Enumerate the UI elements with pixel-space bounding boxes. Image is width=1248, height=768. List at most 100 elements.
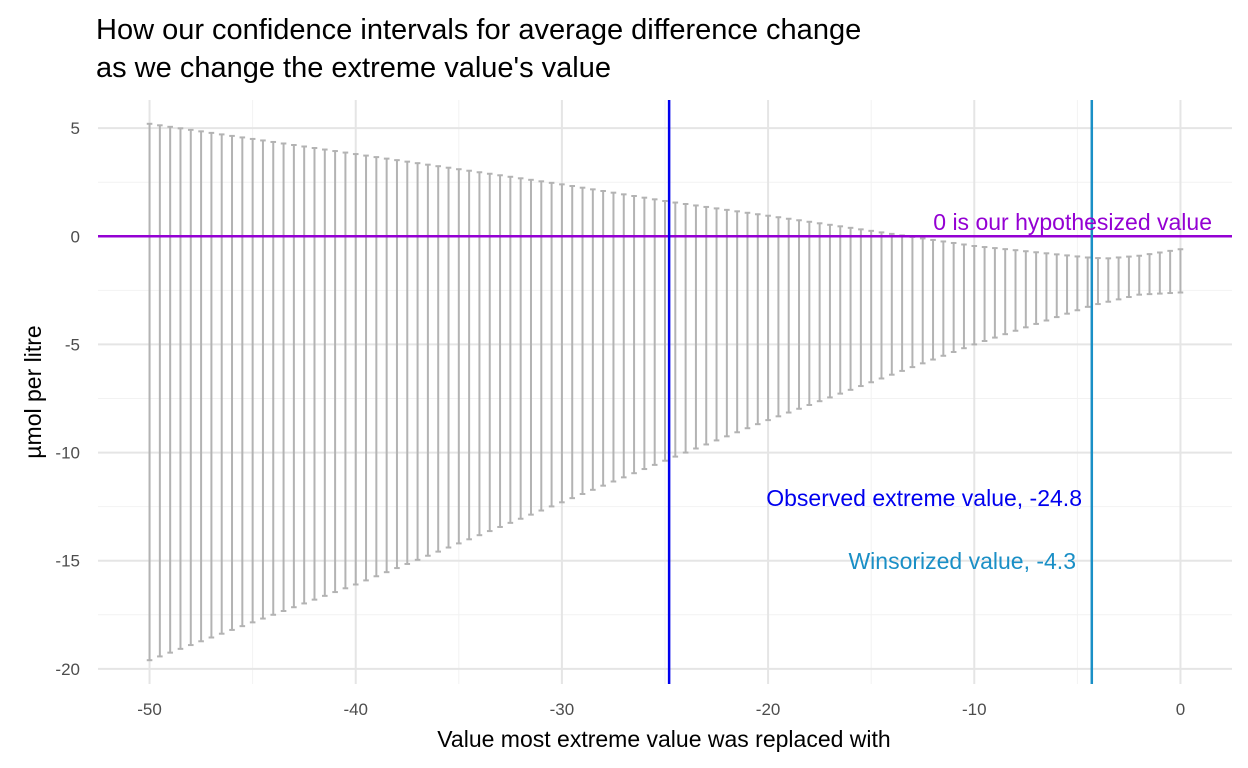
error-bar: [466, 169, 472, 541]
error-bar: [651, 198, 658, 466]
error-bar: [517, 177, 524, 520]
error-bar: [373, 156, 380, 578]
error-bar: [713, 207, 720, 442]
error-bar: [425, 163, 431, 557]
y-tick-label: 0: [71, 227, 80, 246]
x-tick-label: -30: [550, 700, 575, 719]
error-bar: [600, 190, 606, 487]
error-bar: [837, 225, 844, 395]
y-tick-label: 5: [71, 119, 80, 138]
chart-title-line-2: as we change the extreme value's value: [96, 52, 611, 84]
error-bar: [899, 234, 905, 372]
error-bar: [744, 211, 751, 430]
error-bar: [187, 128, 194, 647]
error-bar: [992, 247, 998, 339]
error-bar: [456, 168, 462, 545]
error-bar: [1126, 255, 1132, 299]
x-tick-label: 0: [1176, 700, 1185, 719]
error-bar: [703, 205, 710, 446]
error-bar: [507, 175, 514, 524]
error-bar: [950, 241, 957, 353]
error-bar: [1033, 251, 1039, 325]
x-tick-labels: -50 -40 -30 -20 -10 0: [137, 700, 1185, 719]
error-bar: [1146, 253, 1153, 296]
error-bar: [682, 203, 689, 454]
error-bar: [249, 137, 256, 624]
error-bar: [816, 222, 823, 403]
error-bar: [394, 159, 400, 570]
error-bar: [1115, 256, 1122, 301]
y-tick-label: -15: [55, 552, 80, 571]
error-bar: [796, 219, 802, 410]
error-bar: [229, 134, 235, 631]
error-bar: [301, 145, 307, 605]
error-bar: [435, 165, 441, 553]
error-bar: [1074, 255, 1081, 312]
error-bar: [919, 237, 926, 365]
winsorized-value-label: Winsorized value, -4.3: [848, 548, 1076, 574]
error-bar: [847, 226, 854, 391]
x-tick-label: -10: [962, 700, 987, 719]
error-bar: [1043, 252, 1050, 322]
error-bar: [754, 213, 761, 426]
error-bar: [930, 238, 936, 361]
error-bar: [342, 151, 349, 590]
error-bar: [734, 210, 740, 434]
error-bar: [765, 214, 771, 422]
error-bar: [363, 154, 369, 582]
error-bar: [352, 153, 359, 586]
observed-extreme-value-label: Observed extreme value, -24.8: [766, 485, 1082, 511]
error-bar: [291, 143, 297, 609]
x-tick-label: -40: [343, 700, 368, 719]
error-bar: [218, 133, 225, 635]
error-bar: [940, 240, 947, 357]
error-bar: [827, 223, 833, 399]
error-bar: [693, 204, 699, 450]
error-bar: [1167, 249, 1173, 295]
error-bar: [1157, 251, 1163, 295]
error-bar: [1095, 257, 1101, 306]
error-bar: [620, 193, 627, 479]
error-bar: [1053, 253, 1060, 319]
error-bar: [311, 147, 318, 601]
error-bar: [476, 171, 483, 537]
error-bar: [610, 191, 617, 483]
error-bar: [858, 228, 864, 388]
y-tick-label: -5: [65, 335, 80, 354]
error-bar: [445, 166, 452, 549]
error-bar: [662, 199, 668, 462]
error-bar: [167, 125, 173, 654]
y-tick-label: -20: [55, 660, 80, 679]
y-tick-label: -10: [55, 444, 80, 463]
error-bar: [590, 188, 596, 491]
error-bar: [1136, 254, 1143, 296]
error-bar: [971, 245, 978, 346]
error-bar: [497, 174, 503, 528]
error-bar: [775, 216, 782, 418]
error-bar: [528, 178, 534, 516]
reference-lines: [98, 100, 1232, 684]
error-bar: [961, 243, 967, 350]
error-bar: [404, 160, 411, 565]
hypothesized-value-label: 0 is our hypothesized value: [933, 209, 1212, 235]
x-tick-label: -20: [756, 700, 781, 719]
error-bar: [332, 150, 338, 594]
error-bar: [208, 131, 215, 639]
error-bar: [280, 142, 287, 612]
error-bar: [198, 130, 204, 643]
error-bar: [1084, 256, 1091, 308]
error-bar: [889, 232, 895, 376]
error-bar: [806, 220, 813, 406]
error-bar: [1177, 248, 1184, 294]
error-bar: [146, 122, 153, 662]
error-bar: [383, 157, 390, 574]
error-bar: [538, 180, 545, 512]
error-bar: [1023, 250, 1029, 329]
error-bar: [1105, 257, 1112, 303]
error-bar: [641, 196, 648, 471]
error-bar: [177, 127, 184, 650]
x-tick-label: -50: [137, 700, 162, 719]
y-axis-label: µmol per litre: [20, 325, 46, 458]
error-bar: [270, 140, 277, 616]
